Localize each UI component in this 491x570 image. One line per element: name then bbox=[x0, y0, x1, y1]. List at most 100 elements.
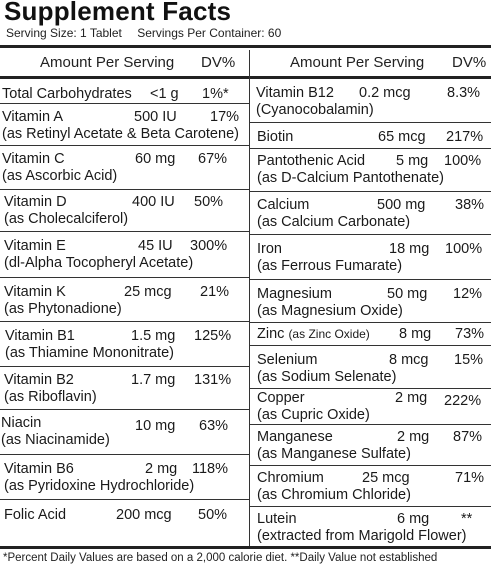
nutrient-name: Copper bbox=[257, 390, 305, 406]
nutrient-source: (as Riboflavin) bbox=[4, 389, 97, 405]
row-divider bbox=[0, 366, 249, 367]
nutrient-name: Chromium bbox=[257, 470, 324, 486]
row-divider bbox=[0, 409, 249, 410]
nutrient-dv: 100% bbox=[444, 153, 482, 169]
nutrient-dv: 8.3% bbox=[447, 85, 481, 101]
nutrient-dv: 63% bbox=[199, 418, 229, 434]
nutrient-name: Calcium bbox=[257, 197, 310, 213]
row-divider bbox=[250, 148, 491, 149]
left-amount-header: Amount Per Serving bbox=[40, 54, 175, 71]
header-rule bbox=[0, 45, 491, 48]
nutrient-source: (extracted from Marigold Flower) bbox=[257, 528, 467, 544]
row-divider bbox=[0, 145, 249, 146]
nutrient-dv: 67% bbox=[198, 151, 228, 167]
nutrient-name: Vitamin B2 bbox=[4, 372, 74, 388]
nutrient-name: Iron bbox=[257, 241, 282, 257]
nutrient-name: Niacin bbox=[1, 415, 42, 431]
nutrient-dv: 71% bbox=[455, 470, 485, 486]
nutrient-dv: 217% bbox=[446, 129, 484, 145]
nutrient-dv: 222% bbox=[444, 393, 482, 409]
row-divider bbox=[0, 454, 249, 455]
nutrient-amount: 25 mcg bbox=[124, 284, 172, 300]
nutrient-name: Zinc (as Zinc Oxide) bbox=[257, 326, 370, 343]
nutrient-name: Biotin bbox=[257, 129, 294, 145]
servings-per-container: Servings Per Container: 60 bbox=[137, 26, 282, 40]
row-divider bbox=[0, 231, 249, 232]
nutrient-amount: 6 mg bbox=[397, 511, 430, 527]
nutrient-dv: 50% bbox=[194, 194, 224, 210]
column-header-rule bbox=[0, 76, 491, 79]
nutrient-name: Vitamin E bbox=[4, 238, 66, 254]
nutrient-source: (as D-Calcium Pantothenate) bbox=[257, 170, 444, 186]
nutrient-dv: 17% bbox=[210, 109, 240, 125]
nutrient-amount: 200 mcg bbox=[116, 507, 172, 523]
nutrient-source: (as Niacinamide) bbox=[1, 432, 110, 448]
footer-rule bbox=[0, 546, 491, 549]
row-divider bbox=[250, 424, 491, 425]
nutrient-name-text: Zinc bbox=[257, 326, 285, 342]
nutrient-source: (as Phytonadione) bbox=[4, 301, 122, 317]
nutrient-amount: 2 mg bbox=[145, 461, 178, 477]
nutrient-source: (as Ascorbic Acid) bbox=[2, 168, 118, 184]
nutrient-dv: 131% bbox=[194, 372, 232, 388]
nutrient-name: Manganese bbox=[257, 429, 333, 445]
nutrient-name: Folic Acid bbox=[4, 507, 67, 523]
nutrient-source: (as Cholecalciferol) bbox=[4, 211, 129, 227]
nutrient-source: (dl-Alpha Tocopheryl Acetate) bbox=[4, 255, 194, 271]
nutrient-dv: 50% bbox=[198, 507, 228, 523]
nutrient-name: Vitamin B1 bbox=[5, 328, 75, 344]
nutrient-source: (as Calcium Carbonate) bbox=[257, 214, 411, 230]
row-divider bbox=[250, 388, 491, 389]
nutrient-name: Lutein bbox=[257, 511, 297, 527]
nutrient-name: Vitamin K bbox=[4, 284, 66, 300]
nutrient-amount: 1.7 mg bbox=[131, 372, 176, 388]
nutrient-amount: 500 IU bbox=[134, 109, 177, 125]
nutrient-source: (as Chromium Chloride) bbox=[257, 487, 411, 503]
nutrient-dv: 100% bbox=[445, 241, 483, 257]
nutrient-source: (as Magnesium Oxide) bbox=[257, 303, 403, 319]
nutrient-amount: 8 mg bbox=[399, 326, 432, 342]
nutrient-dv: 87% bbox=[453, 429, 483, 445]
nutrient-amount: 65 mcg bbox=[378, 129, 426, 145]
nutrient-name: Vitamin A bbox=[2, 109, 63, 125]
nutrient-source: (as Cupric Oxide) bbox=[257, 407, 370, 423]
nutrient-amount: 10 mg bbox=[135, 418, 176, 434]
row-divider bbox=[0, 189, 249, 190]
row-divider bbox=[0, 499, 249, 500]
row-divider bbox=[0, 103, 249, 104]
row-divider bbox=[250, 279, 491, 280]
row-divider bbox=[250, 122, 491, 123]
nutrient-dv: 1%* bbox=[202, 86, 229, 102]
nutrient-name: Vitamin D bbox=[4, 194, 67, 210]
column-divider bbox=[249, 50, 250, 547]
nutrient-amount: 45 IU bbox=[138, 238, 173, 254]
nutrient-name: Vitamin B12 bbox=[256, 85, 334, 101]
panel-title: Supplement Facts bbox=[4, 0, 232, 26]
nutrient-source: (as Ferrous Fumarate) bbox=[257, 258, 403, 274]
nutrient-dv: 125% bbox=[194, 328, 232, 344]
row-divider bbox=[250, 191, 491, 192]
row-divider bbox=[250, 345, 491, 346]
row-divider bbox=[250, 234, 491, 235]
nutrient-dv: ** bbox=[461, 511, 473, 527]
nutrient-amount: 500 mg bbox=[377, 197, 426, 213]
nutrient-name-note: (as Zinc Oxide) bbox=[288, 327, 370, 341]
nutrient-source: (as Manganese Sulfate) bbox=[257, 446, 411, 462]
nutrient-amount: <1 g bbox=[150, 86, 179, 102]
serving-info: Serving Size: 1 Tablet Servings Per Cont… bbox=[6, 26, 281, 40]
right-dv-header: DV% bbox=[452, 54, 487, 71]
nutrient-amount: 60 mg bbox=[135, 151, 176, 167]
nutrient-amount: 0.2 mcg bbox=[359, 85, 411, 101]
nutrient-amount: 8 mcg bbox=[389, 352, 429, 368]
nutrient-name: Vitamin C bbox=[2, 151, 65, 167]
row-divider bbox=[250, 322, 491, 323]
nutrient-source: (as Pyridoxine Hydrochloride) bbox=[4, 478, 195, 494]
nutrient-source: (as Retinyl Acetate & Beta Carotene) bbox=[2, 126, 239, 142]
nutrient-amount: 1.5 mg bbox=[131, 328, 176, 344]
footnote: *Percent Daily Values are based on a 2,0… bbox=[3, 552, 438, 564]
left-dv-header: DV% bbox=[201, 54, 236, 71]
nutrient-name: Vitamin B6 bbox=[4, 461, 74, 477]
right-amount-header: Amount Per Serving bbox=[290, 54, 425, 71]
nutrient-dv: 300% bbox=[190, 238, 228, 254]
nutrient-source: (as Sodium Selenate) bbox=[257, 369, 397, 385]
